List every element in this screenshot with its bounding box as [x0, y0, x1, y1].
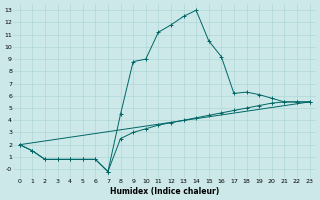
X-axis label: Humidex (Indice chaleur): Humidex (Indice chaleur) — [110, 187, 219, 196]
